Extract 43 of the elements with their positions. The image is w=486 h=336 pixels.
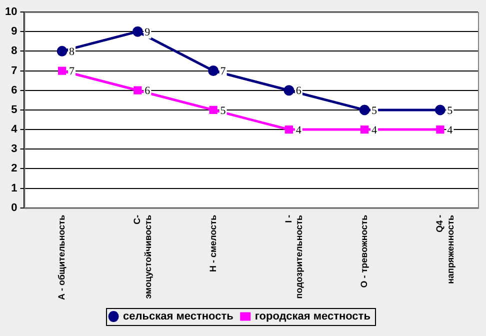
data-label: 5 (372, 104, 378, 117)
y-tick-label: 2 (11, 162, 18, 175)
y-tick-label: 0 (11, 202, 18, 214)
y-tick-label: 6 (11, 84, 18, 96)
x-tick-label: Н - смелость (208, 214, 218, 272)
x-tick-label: С- эмоцустойчивость (132, 214, 153, 299)
point (284, 85, 294, 96)
point (134, 86, 142, 94)
point (209, 106, 218, 114)
point (56, 46, 68, 56)
x-tick-label: I - подозрительность (283, 214, 304, 299)
point (208, 66, 219, 76)
point (58, 66, 66, 75)
data-label: 7 (220, 66, 226, 78)
data-label: 6 (144, 85, 151, 98)
data-label: 5 (220, 104, 226, 117)
y-tick-label: 5 (11, 104, 18, 116)
y-tick-label: 9 (11, 26, 18, 38)
legend-label: сельская местность (123, 310, 234, 323)
point (132, 26, 143, 37)
y-tick-label: 4 (11, 124, 18, 136)
y-tick-label: 7 (11, 64, 18, 77)
legend-label: городская местность (254, 310, 371, 323)
point (436, 125, 444, 134)
data-label: 6 (296, 85, 302, 98)
x-tick-label: А - общительность (56, 214, 67, 300)
y-tick-label: 1 (11, 182, 18, 194)
data-label: 4 (447, 124, 454, 136)
x-tick-label: О - тревожность (359, 214, 370, 288)
data-label: 5 (447, 104, 454, 117)
point (434, 104, 446, 116)
data-label: 7 (69, 66, 76, 78)
data-label: 8 (69, 46, 76, 58)
x-tick-label: Q4 - напряженность (434, 214, 456, 284)
data-label: 4 (296, 124, 302, 136)
y-tick-label: 10 (4, 6, 18, 18)
y-tick-label: 8 (11, 45, 18, 58)
point (284, 125, 294, 134)
point (359, 104, 370, 116)
point (360, 125, 369, 134)
y-tick-label: 3 (11, 143, 18, 156)
data-label: 4 (372, 124, 378, 136)
data-label: 9 (144, 26, 151, 38)
